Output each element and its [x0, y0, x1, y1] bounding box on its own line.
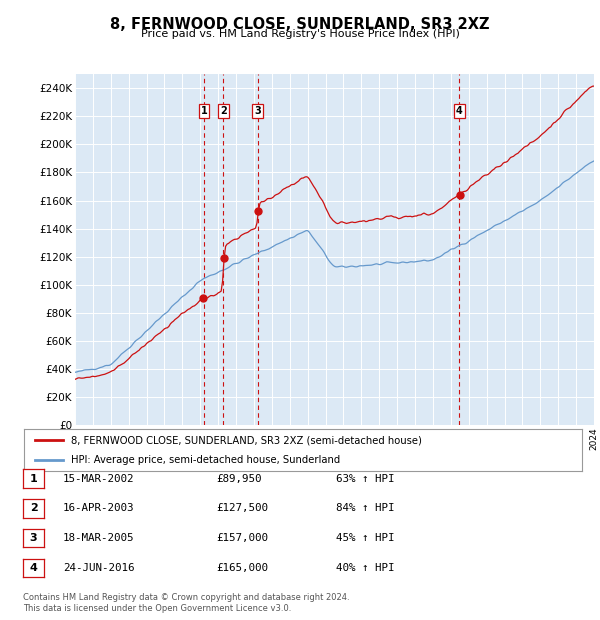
Text: 8, FERNWOOD CLOSE, SUNDERLAND, SR3 2XZ: 8, FERNWOOD CLOSE, SUNDERLAND, SR3 2XZ [110, 17, 490, 32]
Text: 16-APR-2003: 16-APR-2003 [63, 503, 134, 513]
Text: £165,000: £165,000 [216, 563, 268, 573]
Text: HPI: Average price, semi-detached house, Sunderland: HPI: Average price, semi-detached house,… [71, 455, 341, 465]
Text: 1: 1 [200, 106, 208, 116]
Text: 2: 2 [220, 106, 227, 116]
Text: 40% ↑ HPI: 40% ↑ HPI [336, 563, 395, 573]
Text: 1: 1 [30, 474, 37, 484]
Text: 15-MAR-2002: 15-MAR-2002 [63, 474, 134, 484]
Text: 3: 3 [254, 106, 261, 116]
Text: 3: 3 [30, 533, 37, 543]
Text: £127,500: £127,500 [216, 503, 268, 513]
Text: 84% ↑ HPI: 84% ↑ HPI [336, 503, 395, 513]
Text: £89,950: £89,950 [216, 474, 262, 484]
Text: 4: 4 [456, 106, 463, 116]
Text: £157,000: £157,000 [216, 533, 268, 543]
Text: Contains HM Land Registry data © Crown copyright and database right 2024.
This d: Contains HM Land Registry data © Crown c… [23, 593, 349, 613]
Text: Price paid vs. HM Land Registry's House Price Index (HPI): Price paid vs. HM Land Registry's House … [140, 29, 460, 39]
Text: 2: 2 [30, 503, 37, 513]
Text: 24-JUN-2016: 24-JUN-2016 [63, 563, 134, 573]
Text: 8, FERNWOOD CLOSE, SUNDERLAND, SR3 2XZ (semi-detached house): 8, FERNWOOD CLOSE, SUNDERLAND, SR3 2XZ (… [71, 435, 422, 445]
Text: 63% ↑ HPI: 63% ↑ HPI [336, 474, 395, 484]
Text: 45% ↑ HPI: 45% ↑ HPI [336, 533, 395, 543]
Text: 4: 4 [29, 563, 38, 573]
Text: 18-MAR-2005: 18-MAR-2005 [63, 533, 134, 543]
